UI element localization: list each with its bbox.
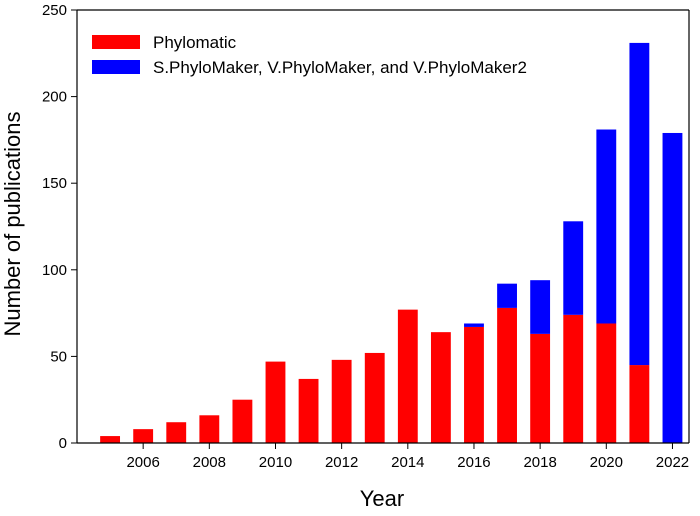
bar-2017-phylomatic (497, 307, 517, 443)
x-tick-label-2006: 2006 (126, 454, 159, 471)
bar-2021-phylomaker (629, 42, 650, 366)
y-tick-label-0: 0 (59, 435, 67, 452)
bar-2013-phylomatic (364, 352, 385, 443)
bar-2015-phylomatic (430, 332, 451, 443)
legend: Phylomatic S.PhyloMaker, V.PhyloMaker, a… (92, 33, 527, 77)
bar-2010-phylomatic (265, 361, 286, 443)
bar-2020-phylomaker (596, 129, 617, 324)
bar-2016-phylomaker (464, 323, 484, 327)
legend-label-phylomaker: S.PhyloMaker, V.PhyloMaker, and V.PhyloM… (153, 58, 527, 77)
x-tick-label-2008: 2008 (193, 454, 226, 471)
legend-label-phylomatic: Phylomatic (153, 33, 237, 52)
legend-swatch-phylomatic (92, 35, 140, 49)
bar-2014-phylomatic (397, 309, 418, 443)
bar-2019-phylomaker (563, 221, 584, 315)
x-tick-label-2022: 2022 (656, 454, 689, 471)
x-tick-label-2012: 2012 (325, 454, 358, 471)
bar-2007-phylomatic (166, 422, 187, 443)
x-tick-label-2020: 2020 (590, 454, 623, 471)
y-tick-label-150: 150 (42, 175, 67, 192)
y-tick-label-100: 100 (42, 262, 67, 279)
x-tick-label-2014: 2014 (391, 454, 424, 471)
bar-2018-phylomaker (530, 280, 551, 334)
bar-2022-phylomaker (662, 132, 683, 443)
bar-2019-phylomatic (563, 314, 584, 443)
y-tick-label-200: 200 (42, 89, 67, 106)
bar-2011-phylomatic (298, 378, 319, 443)
ticks-group: 0 50 100 150 200 250 2006 2008 2010 2012 2014 2016 2… (42, 2, 689, 471)
y-axis-title: Number of publications (0, 111, 25, 336)
bars-group (100, 42, 683, 443)
y-tick-label-50: 50 (50, 348, 67, 365)
axes-group (76, 9, 690, 444)
y-tick-label-250: 250 (42, 2, 67, 19)
bar-2021-phylomatic (629, 365, 650, 443)
bar-2017-phylomaker (497, 283, 517, 308)
bar-2009-phylomatic (232, 399, 253, 443)
x-axis-title: Year (360, 486, 404, 511)
x-tick-label-2010: 2010 (259, 454, 292, 471)
bar-2008-phylomatic (199, 415, 220, 443)
bar-2018-phylomatic (530, 333, 551, 443)
x-tick-label-2016: 2016 (457, 454, 490, 471)
bar-2020-phylomatic (596, 323, 617, 443)
bar-2016-phylomatic (464, 326, 484, 443)
legend-swatch-phylomaker (92, 60, 140, 74)
bar-2005-phylomatic (100, 436, 121, 443)
bar-2006-phylomatic (133, 429, 154, 443)
bar-2012-phylomatic (331, 359, 352, 443)
x-tick-label-2018: 2018 (523, 454, 556, 471)
